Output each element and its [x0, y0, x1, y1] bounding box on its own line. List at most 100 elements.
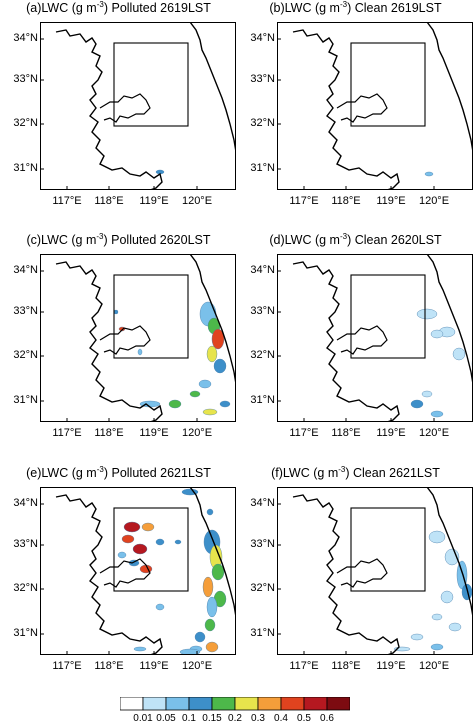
lake-outline	[336, 325, 388, 355]
lat-tick-label: 33°N	[13, 538, 38, 550]
lake-outline	[99, 93, 151, 123]
lon-tick-label: 119°E	[376, 427, 406, 439]
inner-domain-box	[350, 42, 426, 127]
lwc-contour	[440, 590, 454, 604]
lwc-contour	[189, 390, 201, 398]
lwc-contour	[430, 329, 444, 339]
lwc-contour	[205, 641, 219, 653]
map-frame	[40, 254, 236, 422]
lat-tick-label: 33°N	[13, 73, 38, 85]
map-panel-a: (a)LWC (g m-3) Polluted 2619LST 34°N 33°N 3…	[0, 0, 237, 232]
inner-domain-box	[350, 507, 426, 592]
panel-title: (e)LWC (g m-3) Polluted 2621LST	[26, 465, 211, 481]
colorbar-bar	[120, 697, 350, 711]
lwc-contour	[202, 408, 218, 416]
lwc-contour	[133, 646, 147, 652]
lat-tick-label: 31°N	[13, 394, 38, 406]
inner-domain-box	[350, 274, 426, 359]
lwc-contour	[168, 399, 182, 409]
lwc-contour	[206, 596, 218, 618]
lwc-contour	[206, 508, 214, 516]
lat-tick-label: 32°N	[13, 349, 38, 361]
colorbar-swatch	[234, 697, 259, 711]
lwc-contour	[430, 410, 444, 418]
lon-tick-label: 118°E	[94, 660, 124, 672]
colorbar-label: 0.5	[297, 713, 311, 724]
map-frame	[277, 254, 473, 422]
lat-tick-label: 34°N	[250, 264, 275, 276]
colorbar-swatch	[280, 697, 305, 711]
map-panel-e: (e)LWC (g m-3) Polluted 2621LST 34°N 33°N 3…	[0, 465, 237, 697]
lwc-contour	[410, 399, 424, 409]
colorbar-label: 0.1	[182, 713, 196, 724]
lon-tick-label: 120°E	[181, 427, 213, 439]
colorbar-swatch	[326, 697, 350, 711]
lat-tick-label: 32°N	[250, 117, 275, 129]
province-boundary	[292, 261, 400, 422]
coastline	[189, 254, 236, 385]
colorbar-label: 0.01	[133, 713, 153, 724]
lon-tick-label: 118°E	[331, 195, 361, 207]
lwc-contour	[121, 534, 135, 544]
lwc-contour	[141, 522, 155, 532]
lwc-contour	[431, 613, 443, 621]
lat-tick-label: 32°N	[13, 117, 38, 129]
lon-tick-label: 117°E	[52, 660, 82, 672]
lwc-contour	[202, 576, 214, 598]
map-canvas	[277, 254, 473, 422]
lwc-contour	[137, 348, 143, 356]
panel-title: (f)LWC (g m-3) Clean 2621LST	[271, 465, 440, 481]
province-boundary	[292, 494, 400, 655]
lon-tick-label: 119°E	[139, 195, 169, 207]
lwc-contour	[424, 171, 434, 177]
lon-tick-label: 118°E	[331, 427, 361, 439]
lon-tick-label: 117°E	[52, 427, 82, 439]
lat-tick-label: 31°N	[250, 162, 275, 174]
province-boundary	[55, 29, 163, 190]
colorbar-swatch	[165, 697, 190, 711]
panel-title: (c)LWC (g m-3) Polluted 2620LST	[26, 232, 211, 248]
lwc-contour	[421, 390, 433, 398]
lwc-contour	[410, 633, 424, 641]
lat-tick-label: 32°N	[250, 349, 275, 361]
lake-outline	[99, 558, 151, 588]
lake-outline	[99, 325, 151, 355]
lon-tick-label: 120°E	[181, 195, 213, 207]
map-canvas	[40, 22, 236, 190]
colorbar-label: 0.3	[251, 713, 265, 724]
lat-tick-label: 34°N	[250, 32, 275, 44]
colorbar-label: 0.4	[274, 713, 288, 724]
lon-tick-label: 119°E	[376, 660, 406, 672]
lake-outline	[336, 558, 388, 588]
coastline	[426, 22, 473, 153]
coastline	[189, 22, 236, 153]
lat-tick-label: 31°N	[250, 394, 275, 406]
lwc-contour	[204, 618, 216, 632]
lat-tick-label: 34°N	[13, 497, 38, 509]
lon-tick-label: 120°E	[418, 427, 450, 439]
lwc-contour	[179, 648, 201, 655]
map-frame	[40, 22, 236, 190]
colorbar-label: 0.15	[202, 713, 222, 724]
colorbar-label: 0.6	[320, 713, 334, 724]
lat-tick-label: 33°N	[13, 305, 38, 317]
lwc-contour	[117, 551, 127, 559]
map-panel-f: (f)LWC (g m-3) Clean 2621LST 34°N 33°N 32°N…	[237, 465, 474, 697]
lon-tick-label: 117°E	[289, 427, 319, 439]
lwc-contour	[113, 309, 119, 315]
panel-title: (d)LWC (g m-3) Clean 2620LST	[269, 232, 442, 248]
lwc-contour	[213, 358, 227, 374]
lwc-contour	[181, 488, 199, 496]
colorbar-swatch	[211, 697, 236, 711]
map-frame	[277, 487, 473, 655]
lat-tick-label: 31°N	[13, 627, 38, 639]
map-canvas	[40, 254, 236, 422]
lake-outline	[336, 93, 388, 123]
lon-tick-label: 118°E	[94, 427, 124, 439]
coastline	[426, 254, 473, 385]
inner-domain-box	[113, 507, 189, 592]
colorbar-swatch	[257, 697, 282, 711]
colorbar-label: 0.2	[228, 713, 242, 724]
lwc-contour	[155, 603, 165, 611]
map-frame	[40, 487, 236, 655]
